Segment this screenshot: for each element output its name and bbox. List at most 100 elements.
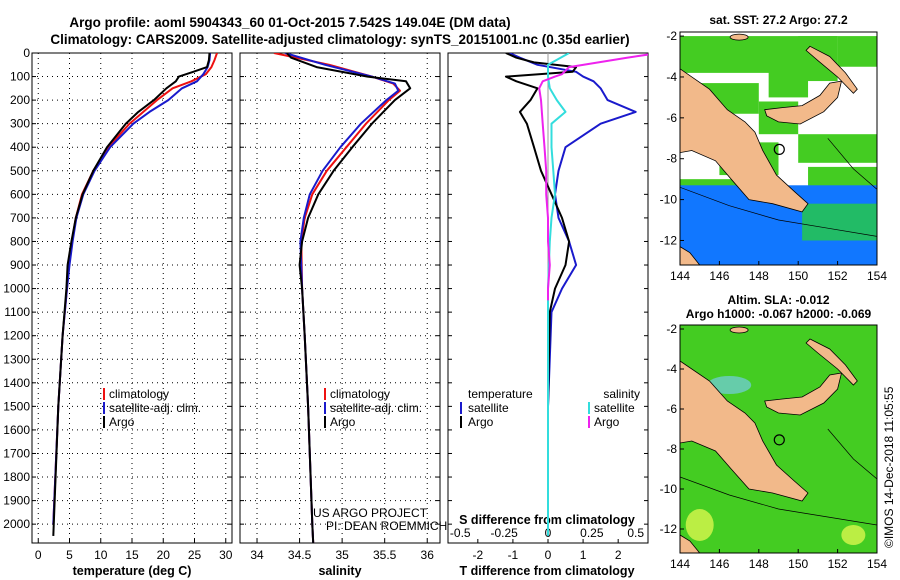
sla-anomaly — [685, 509, 714, 541]
map-frame — [679, 324, 878, 554]
series-line — [504, 53, 578, 536]
map-lat-label: -12 — [660, 522, 678, 536]
x-tick-label: 35 — [335, 548, 349, 562]
map-lon-label: 154 — [867, 557, 887, 571]
map-lon-label: 148 — [749, 269, 769, 283]
legend-label: satellite-adj. clim. — [330, 401, 422, 415]
map-content — [680, 325, 877, 553]
map-lat-label: -2 — [666, 29, 677, 43]
x-tick-label: 35.5 — [373, 548, 397, 562]
credit-imos: ©IMOS 14-Dec-2018 11:05:55 — [882, 386, 896, 548]
legend-label: Argo — [330, 415, 356, 429]
map-lon-label: 146 — [709, 269, 729, 283]
depth-tick-label: 700 — [10, 211, 30, 225]
map-content — [680, 32, 877, 265]
depth-axis: 0 100 200 300 400 500 600 700 800 900 1000 1100 1200… — [3, 46, 30, 531]
depth-tick-label: 900 — [10, 258, 30, 272]
depth-tick-label: 1700 — [3, 446, 30, 460]
sst-cell — [802, 203, 877, 241]
depth-tick-label: 1600 — [3, 423, 30, 437]
salinity-panel: 34 34.5 35 35.5 36 salinity climatologysatelli… — [239, 52, 441, 578]
map-lat-label: -6 — [666, 111, 677, 125]
x-tick-label: 2 — [615, 548, 622, 562]
legend-label: satellite-adj. clim. — [109, 401, 201, 415]
depth-tick-label: 0 — [23, 46, 30, 60]
map-lat-label: -2 — [666, 322, 677, 336]
map-lat-label: -4 — [666, 362, 677, 376]
depth-tick-label: 1900 — [3, 494, 30, 508]
x-tick-label: 1 — [580, 548, 587, 562]
legend-label: climatology — [109, 387, 169, 401]
map-lon-label: 154 — [867, 269, 887, 283]
map-lat-label: -6 — [666, 402, 677, 416]
depth-tick-label: 600 — [10, 187, 30, 201]
x-tick-label: 30 — [219, 548, 233, 562]
legend-title-temperature: temperature — [468, 387, 533, 401]
map-title: Altim. SLA: -0.012 — [727, 293, 829, 307]
legend-label: satellite — [468, 401, 509, 415]
map-lat-label: -8 — [666, 442, 677, 456]
difference-panel: -2 -1 0 1 2-0.5 -0.25 0 0.25 0.5S difference fro… — [447, 52, 649, 578]
legend-label: satellite — [594, 401, 635, 415]
series-line — [52, 53, 211, 536]
depth-tick-label: 1500 — [3, 399, 30, 413]
x-tick-label-salinity: 0.25 — [580, 526, 604, 540]
map-lon-label: 150 — [788, 269, 808, 283]
x-tick-label: 10 — [94, 548, 108, 562]
credit-project: US ARGO PROJECT — [313, 506, 428, 520]
sla-anomaly — [707, 376, 752, 394]
map-lon-label: 152 — [828, 557, 848, 571]
figure-title-line2: Climatology: CARS2009. Satellite-adjuste… — [50, 32, 629, 47]
map-lat-label: -10 — [660, 482, 678, 496]
bathymetry-contour — [827, 138, 877, 190]
depth-tick-label: 2000 — [3, 517, 30, 531]
depth-tick-label: 1100 — [4, 305, 30, 319]
legend-label: Argo — [109, 415, 135, 429]
map-lon-label: 150 — [788, 557, 808, 571]
land-manus — [729, 326, 749, 334]
bathymetry-contour — [680, 476, 877, 526]
map-frame — [679, 31, 878, 266]
legend-label: Argo — [468, 415, 494, 429]
land-new-ireland — [805, 45, 858, 94]
x-tick-label-salinity: -0.5 — [450, 526, 471, 540]
temperature-panel: 0 5 10 15 20 25 30 temperature (deg C) climatolo… — [31, 52, 233, 578]
x-tick-label: -2 — [472, 548, 483, 562]
sst-cell — [837, 36, 877, 67]
x-tick-label: -1 — [508, 548, 519, 562]
sla-anomaly — [841, 525, 866, 545]
x-tick-label: 0 — [35, 548, 42, 562]
land-new-britain — [764, 80, 843, 125]
legend-label: climatology — [330, 387, 390, 401]
map-lon-label: 148 — [749, 557, 769, 571]
bathymetry-contour — [680, 186, 877, 237]
sst-map: 144 146 148 150 152 154 -2 -4 -6 -8 -10 -12 sat. SST… — [660, 13, 888, 283]
x-tick-label: 34 — [250, 548, 264, 562]
bathymetry-contour — [827, 428, 877, 480]
x-tick-label: 0 — [545, 548, 552, 562]
depth-tick-label: 1400 — [3, 376, 30, 390]
x-tick-label: 5 — [66, 548, 73, 562]
x-tick-label: 15 — [125, 548, 139, 562]
sst-cell — [798, 134, 877, 163]
x-axis-label: temperature (deg C) — [73, 564, 192, 578]
map-lat-label: -8 — [666, 152, 677, 166]
map-lon-label: 152 — [828, 269, 848, 283]
land-australia — [680, 534, 701, 553]
argo-float-marker — [773, 434, 785, 446]
argo-float-marker — [773, 143, 785, 155]
depth-tick-label: 400 — [10, 140, 30, 154]
land-new-guinea — [680, 360, 809, 502]
depth-tick-label: 1200 — [3, 329, 30, 343]
series-line — [538, 53, 648, 301]
sla-map: 144 146 148 150 152 154 -2 -4 -6 -8 -10 -12 Altim. S… — [660, 293, 888, 571]
x-axis-label: T difference from climatology — [459, 564, 634, 578]
credit-pi: PI: DEAN ROEMMICH — [326, 519, 447, 533]
map-title: sat. SST: 27.2 Argo: 27.2 — [709, 13, 848, 27]
x-tick-label: 36 — [421, 548, 435, 562]
plot-frame — [239, 52, 441, 544]
x-tick-label-salinity: -0.25 — [490, 526, 518, 540]
series-line — [273, 53, 401, 543]
depth-tick-label: 500 — [10, 164, 30, 178]
